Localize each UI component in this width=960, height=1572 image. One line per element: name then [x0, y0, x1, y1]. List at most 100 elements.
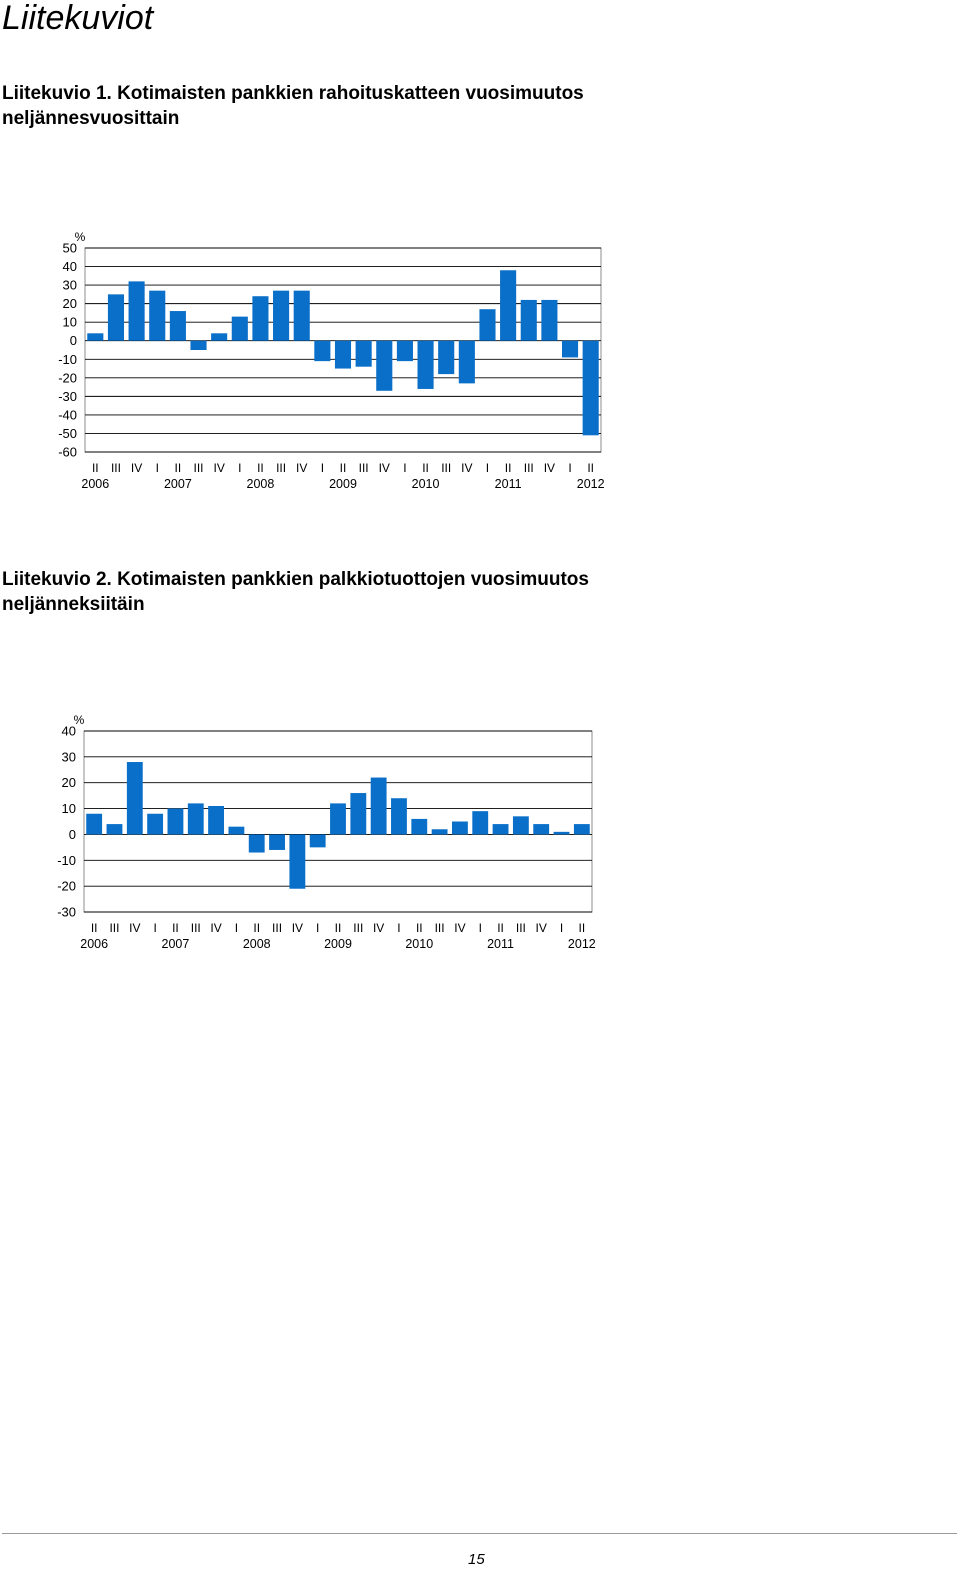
- figure-1-x-quarter-label: I: [321, 461, 324, 475]
- figure-1-x-quarter-label: I: [568, 461, 571, 475]
- figure-2-bar: [147, 813, 164, 835]
- figure-1-x-quarter-label: I: [403, 461, 406, 475]
- figure-2-bar: [391, 798, 407, 835]
- figure-1-x-quarter-label: III: [194, 461, 204, 475]
- figure-1-bar: [107, 294, 125, 341]
- figure-1-y-tick-label: 20: [63, 296, 77, 311]
- figure-2-y-axis-unit: %: [74, 713, 85, 727]
- figure-2-bar: [451, 821, 468, 835]
- figure-1-bar: [561, 340, 579, 358]
- figure-2-y-tick-label: 0: [69, 827, 76, 842]
- figure-2-x-quarter-label: II: [416, 921, 423, 935]
- figure-1-x-quarter-label: II: [340, 461, 347, 475]
- figure-1-bar: [149, 290, 166, 341]
- figure-1-y-tick-label: 40: [63, 259, 77, 274]
- figure-1-y-tick-label: -60: [58, 445, 77, 460]
- figure-1-x-quarter-label: IV: [461, 461, 472, 475]
- figure-1-y-tick-label: 50: [63, 241, 77, 256]
- figure-1-x-quarter-label: I: [486, 461, 489, 475]
- figure-2-bar: [431, 829, 448, 835]
- figure-1-bar: [293, 290, 310, 341]
- figure-2-bar: [86, 813, 103, 835]
- figure-2-bar: [269, 834, 285, 850]
- figure-1-bar: [211, 333, 228, 341]
- figure-2-bar: [330, 803, 346, 835]
- figure-2-caption-line-1: Liitekuvio 2. Kotimaisten pankkien palkk…: [2, 569, 589, 590]
- figure-1-caption-line-2: neljännesvuosittain: [2, 108, 180, 129]
- figure-1-bar: [334, 340, 352, 369]
- figure-1-caption-line-1: Liitekuvio 1. Kotimaisten pankkien rahoi…: [2, 83, 584, 104]
- figure-2-x-year-label: 2012: [568, 937, 596, 951]
- figure-1-bar: [500, 270, 517, 341]
- figure-1-x-year-label: 2007: [164, 477, 192, 491]
- page-number: 15: [468, 1551, 485, 1568]
- figure-1-x-quarter-label: IV: [296, 461, 307, 475]
- figure-1-bar: [87, 333, 104, 341]
- figure-1-x-quarter-label: II: [175, 461, 182, 475]
- footer-rule: [2, 1533, 957, 1534]
- figure-2-y-tick-label: 30: [62, 749, 76, 764]
- figure-1-x-year-label: 2009: [329, 477, 357, 491]
- figure-1-y-tick-label: -30: [58, 389, 77, 404]
- figure-1-x-quarter-label: II: [92, 461, 99, 475]
- figure-2-bar: [289, 834, 306, 889]
- figure-1-x-quarter-label: IV: [379, 461, 390, 475]
- figure-2-bar: [248, 834, 265, 853]
- figure-2-y-tick-label: 20: [62, 775, 76, 790]
- figure-1-bar: [231, 316, 248, 341]
- figure-1-y-tick-label: 0: [70, 333, 77, 348]
- figure-2-bar: [492, 824, 509, 835]
- figure-1-bar: [252, 296, 269, 341]
- figure-1-x-quarter-label: IV: [544, 461, 555, 475]
- figure-1-x-quarter-label: III: [359, 461, 369, 475]
- figure-1-x-quarter-label: III: [441, 461, 451, 475]
- figure-2-x-year-label: 2006: [80, 937, 108, 951]
- figure-2-x-quarter-label: II: [497, 921, 504, 935]
- figure-2-bar: [411, 818, 428, 835]
- figure-1-bar: [190, 340, 207, 350]
- figure-2-x-quarter-label: IV: [292, 921, 303, 935]
- figure-2-x-quarter-label: III: [191, 921, 201, 935]
- figure-1-bar: [396, 340, 413, 362]
- figure-2-x-quarter-label: II: [253, 921, 260, 935]
- figure-2-bar: [573, 824, 590, 835]
- figure-2-bar: [553, 831, 570, 835]
- figure-2-x-quarter-label: II: [172, 921, 179, 935]
- figure-2-bar: [512, 816, 529, 835]
- figure-2-x-quarter-label: II: [579, 921, 586, 935]
- figure-2-x-year-label: 2011: [487, 937, 514, 951]
- figure-1-bar: [582, 340, 599, 436]
- figure-2-x-quarter-label: IV: [454, 921, 465, 935]
- figure-1-bar: [458, 340, 475, 384]
- figure-1-x-year-label: 2011: [495, 477, 522, 491]
- figure-1-y-tick-label: -20: [58, 370, 77, 385]
- figure-1-x-quarter-label: II: [257, 461, 264, 475]
- figure-1-y-tick-label: -50: [58, 426, 77, 441]
- figure-2-x-year-label: 2010: [405, 937, 433, 951]
- figure-2-y-tick-label: -20: [57, 879, 76, 894]
- figure-2-bar: [370, 777, 387, 835]
- figure-2-x-quarter-label: III: [353, 921, 363, 935]
- figure-2-x-quarter-label: III: [272, 921, 282, 935]
- figure-2-bar: [208, 805, 225, 835]
- figure-1-x-year-label: 2010: [412, 477, 440, 491]
- figure-2-caption-line-2: neljänneksiitäin: [2, 594, 145, 615]
- figure-1-y-axis-unit: %: [75, 230, 86, 244]
- figure-2-bar: [228, 826, 245, 835]
- figure-1-bar: [438, 340, 455, 375]
- figure-1-bar: [169, 311, 186, 341]
- figure-2-x-year-label: 2007: [162, 937, 190, 951]
- figure-2-y-tick-label: -10: [57, 853, 76, 868]
- figure-1-x-quarter-label: II: [587, 461, 594, 475]
- figure-2-x-year-label: 2009: [324, 937, 352, 951]
- page-heading: Liitekuviot: [2, 0, 154, 37]
- figure-1-x-year-label: 2008: [247, 477, 275, 491]
- figure-2-bar: [350, 793, 367, 835]
- figure-1-bar: [355, 340, 372, 367]
- figure-1-bar: [520, 299, 537, 341]
- figure-1-y-tick-label: 30: [63, 278, 77, 293]
- figure-2-y-tick-label: 10: [62, 801, 76, 816]
- figure-1-x-quarter-label: IV: [213, 461, 224, 475]
- figure-2-x-quarter-label: II: [335, 921, 342, 935]
- figure-1-x-quarter-label: I: [156, 461, 159, 475]
